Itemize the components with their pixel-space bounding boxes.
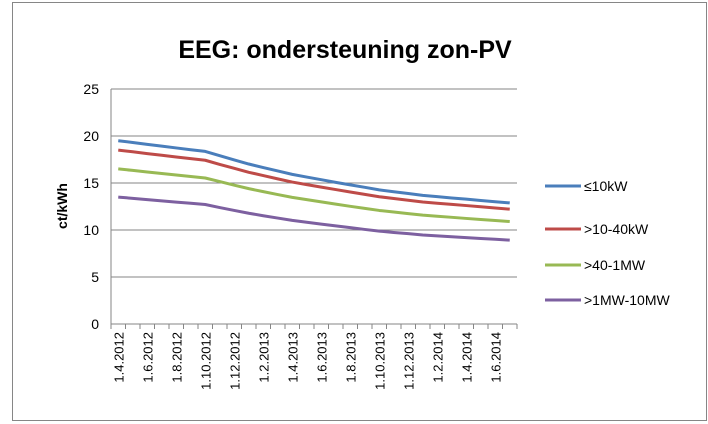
x-tick-label: 1.10.2013 — [372, 332, 387, 390]
legend-label: >1MW-10MW — [584, 292, 670, 308]
y-tick-label: 10 — [83, 222, 99, 238]
chart-title: EEG: ondersteuning zon-PV — [178, 36, 512, 64]
x-tick-label: 1.12.2013 — [401, 332, 416, 390]
series-line — [118, 167, 510, 224]
x-tick-label: 1.6.2013 — [314, 332, 329, 383]
x-tick-label: 1.6.2014 — [488, 332, 503, 383]
x-tick-label: 1.4.2013 — [285, 332, 300, 383]
x-tick-label: 1.8.2013 — [343, 332, 358, 383]
y-tick-label: 20 — [83, 128, 99, 144]
x-tick-label: 1.2.2014 — [430, 332, 445, 383]
y-tick-label: 25 — [83, 81, 99, 97]
legend-label: >40-1MW — [584, 257, 646, 273]
y-axis-label: ct/kWh — [54, 183, 70, 229]
x-tick-label: 1.8.2012 — [169, 332, 184, 383]
x-tick-label: 1.12.2012 — [227, 332, 242, 390]
x-tick-label: 1.4.2012 — [111, 332, 126, 383]
x-tick-label: 1.10.2012 — [198, 332, 213, 390]
series-line — [118, 139, 510, 205]
y-tick-label: 15 — [83, 175, 99, 191]
x-tick-label: 1.2.2013 — [256, 332, 271, 383]
y-tick-label: 5 — [91, 269, 99, 285]
x-tick-label: 1.6.2012 — [140, 332, 155, 383]
legend-label: ≤10kW — [584, 178, 628, 194]
y-tick-label: 0 — [91, 316, 99, 332]
x-tick-label: 1.4.2014 — [459, 332, 474, 383]
series-line — [118, 195, 510, 242]
legend-label: >10-40kW — [584, 221, 649, 237]
chart-frame — [12, 2, 707, 421]
series-line — [118, 148, 510, 211]
